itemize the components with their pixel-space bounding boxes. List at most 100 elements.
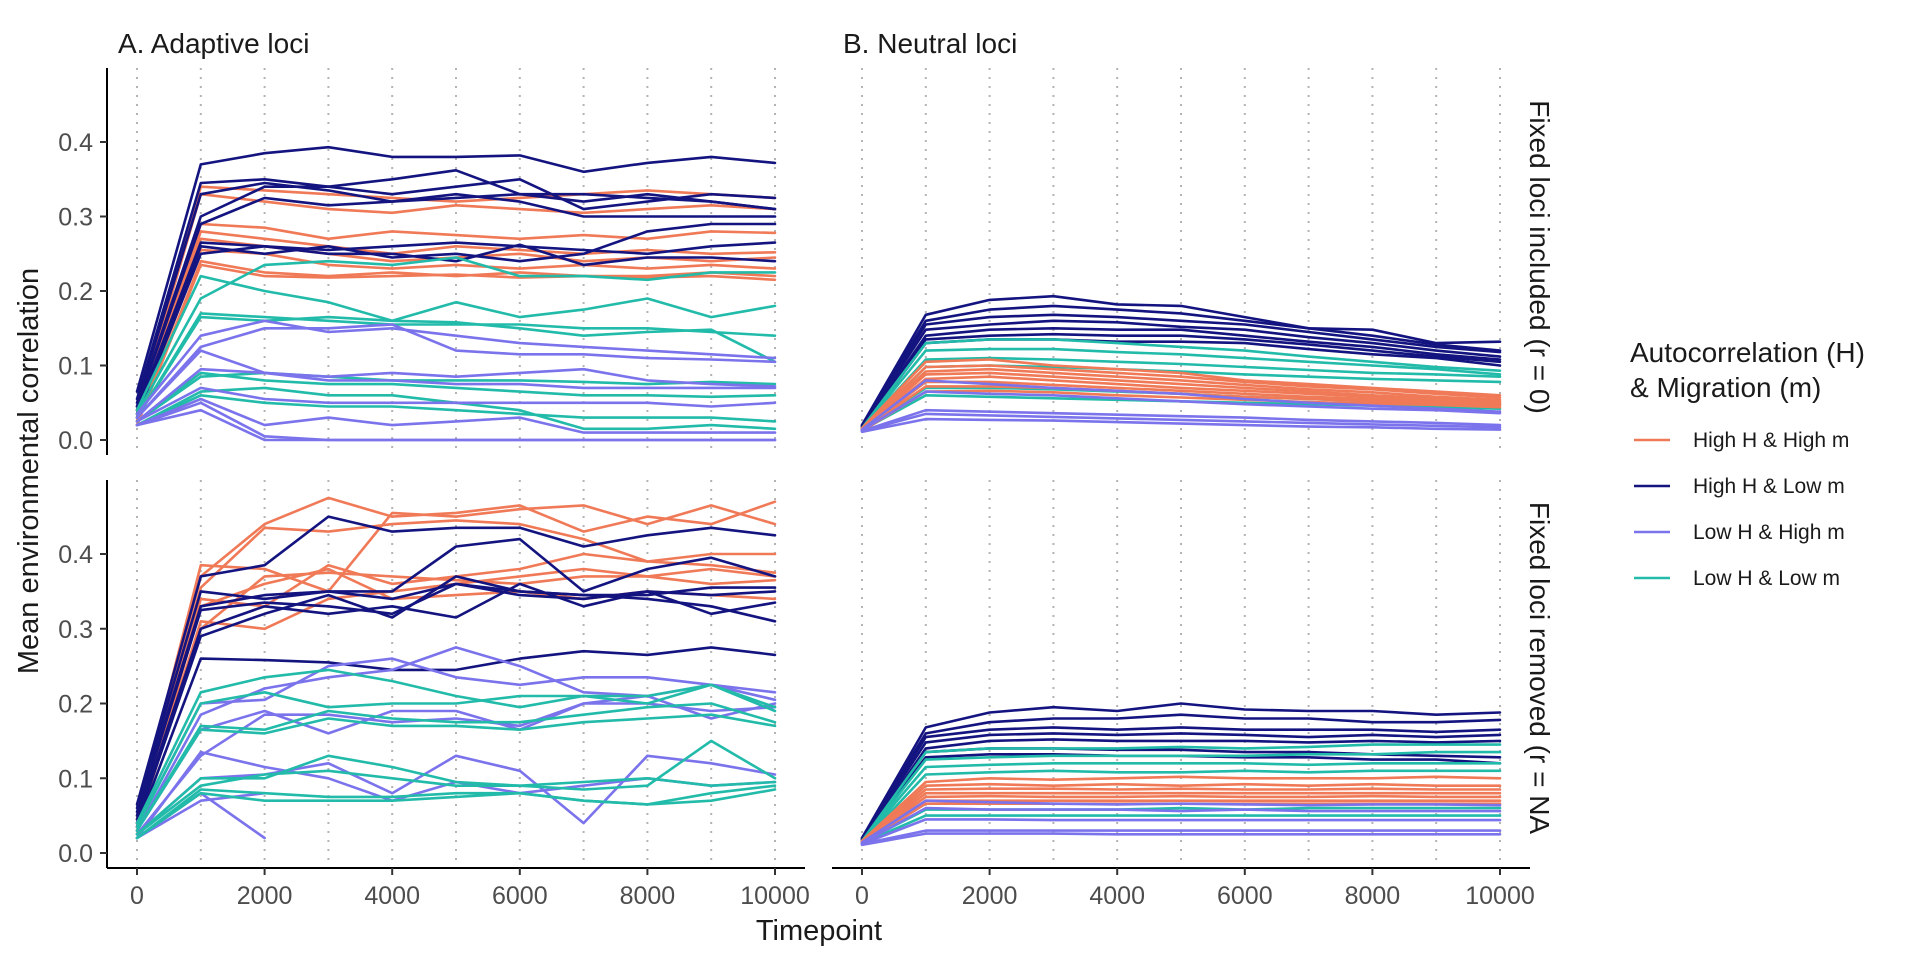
series-line <box>860 782 1502 844</box>
series-line <box>860 304 1502 427</box>
series-line <box>135 397 777 434</box>
series-line <box>135 319 777 416</box>
series-line <box>135 371 777 423</box>
series-line <box>135 386 777 423</box>
series-line <box>135 694 777 832</box>
series-line <box>860 750 1502 844</box>
x-tick-label: 8000 <box>620 882 676 910</box>
series-line <box>860 294 1502 427</box>
y-tick-label: 0.1 <box>58 765 93 793</box>
x-tick-label: 6000 <box>1217 882 1273 910</box>
series-line <box>860 364 1502 431</box>
series-line <box>860 313 1502 428</box>
series-line <box>860 713 1502 840</box>
series-line <box>135 519 777 821</box>
series-line <box>135 537 777 810</box>
series-line <box>860 327 1502 430</box>
series-line <box>135 371 777 423</box>
panel-title-adaptive: A. Adaptive loci <box>118 28 309 59</box>
x-tick-label: 6000 <box>492 882 548 910</box>
series-line <box>860 794 1502 844</box>
series-line <box>860 818 1502 846</box>
series-line <box>860 702 1502 840</box>
series-line <box>135 222 777 419</box>
series-line <box>860 375 1502 431</box>
series-line <box>135 259 777 427</box>
series-line <box>860 356 1502 431</box>
series-line <box>135 683 777 829</box>
series-line <box>135 496 777 821</box>
series-line <box>860 775 1502 843</box>
series-line <box>860 347 1502 431</box>
series-line <box>860 738 1502 843</box>
series-line <box>135 169 777 408</box>
series-line <box>135 582 777 821</box>
series-line <box>135 323 777 419</box>
series-line <box>135 394 777 427</box>
series-line <box>135 192 777 408</box>
panel-title-neutral: B. Neutral loci <box>843 28 1017 59</box>
strip-label-fixed-included: Fixed loci included (r = 0) <box>1524 100 1555 414</box>
series-line <box>860 332 1502 430</box>
series-line <box>860 358 1502 430</box>
series-line <box>860 799 1502 844</box>
series-line <box>135 791 266 840</box>
series-line <box>135 241 777 412</box>
series-line <box>135 754 777 836</box>
series-line <box>135 256 777 416</box>
series-line <box>135 702 777 832</box>
x-tick-label: 2000 <box>962 882 1018 910</box>
legend-title-line1: Autocorrelation (H) <box>1630 337 1865 368</box>
series-line <box>135 788 777 840</box>
y-tick-label: 0.0 <box>58 427 93 455</box>
series-line <box>135 274 777 412</box>
series-line <box>860 762 1502 844</box>
series-line <box>860 753 1502 844</box>
series-line <box>135 243 777 416</box>
y-tick-label: 0.3 <box>58 616 93 644</box>
x-tick-label: 8000 <box>1345 882 1401 910</box>
x-tick-label: 2000 <box>237 882 293 910</box>
series-line <box>860 829 1502 846</box>
series-line <box>135 408 777 442</box>
legend-label: Low H & High m <box>1693 521 1845 544</box>
legend-label: Low H & Low m <box>1693 567 1840 590</box>
series-line <box>860 732 1502 841</box>
series-line <box>135 575 777 825</box>
y-tick-label: 0.2 <box>58 278 93 306</box>
series-line <box>135 784 777 840</box>
legend-label: High H & High m <box>1693 429 1849 452</box>
x-tick-label: 0 <box>130 882 144 910</box>
y-tick-label: 0.2 <box>58 691 93 719</box>
x-axis-title: Timepoint <box>756 915 882 947</box>
series-line <box>860 832 1502 847</box>
y-tick-label: 0.0 <box>58 840 93 868</box>
series-line <box>135 646 777 829</box>
series-line <box>860 769 1502 844</box>
x-tick-label: 10000 <box>1465 882 1535 910</box>
series-line <box>135 222 777 419</box>
legend: Autocorrelation (H) & Migration (m) High… <box>1630 337 1865 590</box>
series-line <box>135 312 777 419</box>
series-line <box>860 367 1502 431</box>
strip-label-fixed-removed: Fixed loci removed (r = NA <box>1524 502 1555 835</box>
series-line <box>135 181 777 405</box>
series-line <box>860 787 1502 844</box>
x-tick-label: 10000 <box>740 882 810 910</box>
legend-title-line2: & Migration (m) <box>1630 372 1821 403</box>
series-line <box>860 390 1502 432</box>
series-line <box>135 367 777 423</box>
series-line <box>135 713 777 832</box>
series-line <box>135 315 777 419</box>
series-line <box>135 769 777 836</box>
series-line <box>135 349 777 419</box>
plot-area: 0.0 0.1 0.2 0.3 0.4 0.0 0.1 0.2 0.3 0.4 0 2000 4000 6… <box>58 68 1535 910</box>
series-line <box>135 571 777 829</box>
series-line <box>860 791 1502 844</box>
x-tick-label: 4000 <box>364 882 420 910</box>
series-line <box>860 417 1502 434</box>
series-line <box>860 743 1502 843</box>
x-tick-label: 0 <box>855 882 869 910</box>
series-line <box>860 726 1502 841</box>
